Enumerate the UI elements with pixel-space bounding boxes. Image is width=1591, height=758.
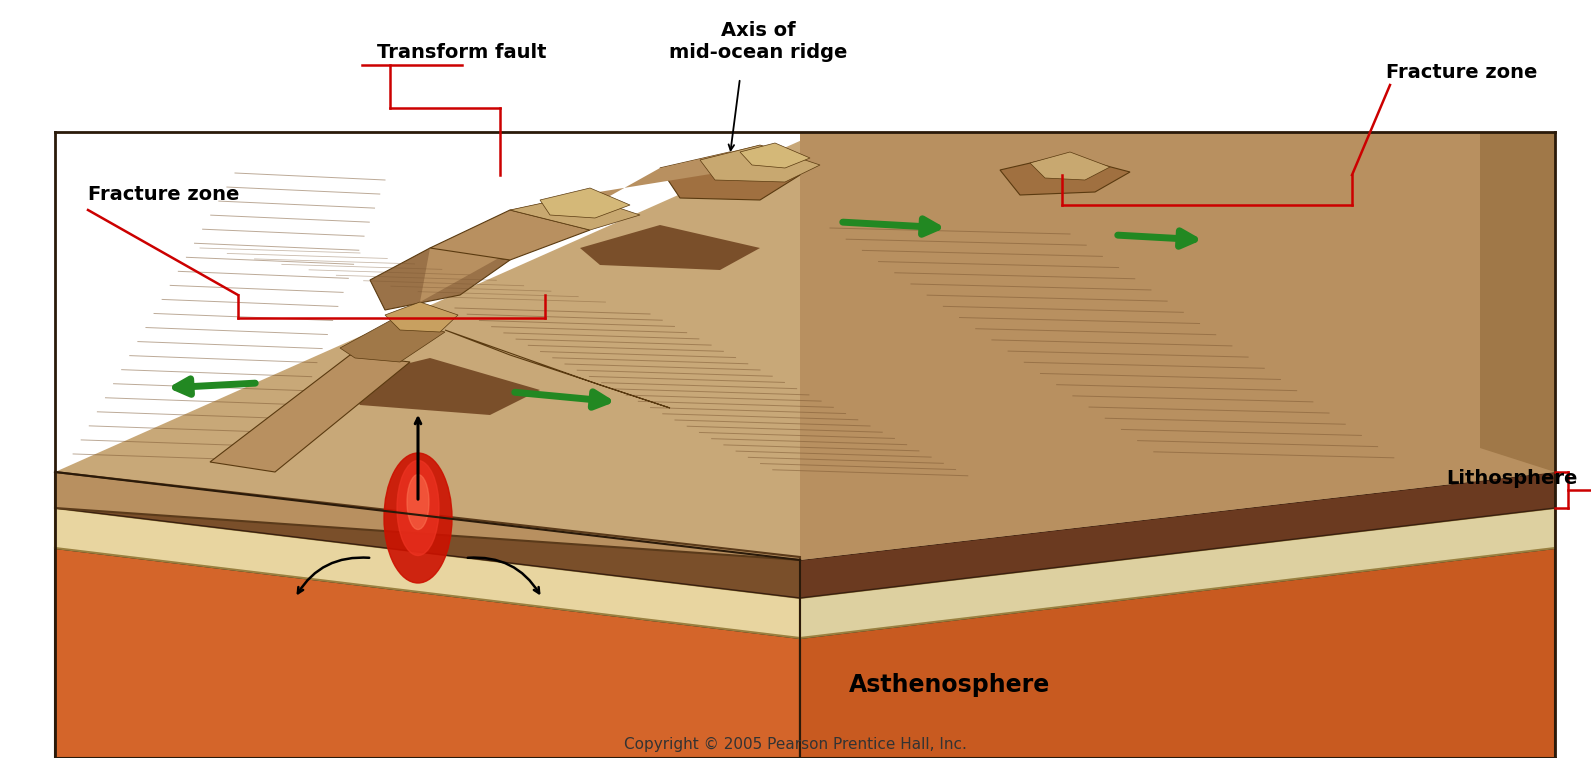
Ellipse shape — [407, 475, 430, 530]
Polygon shape — [800, 132, 1554, 560]
Polygon shape — [420, 145, 810, 302]
Polygon shape — [56, 472, 800, 560]
Text: Lithosphere: Lithosphere — [1446, 468, 1578, 487]
Text: Copyright © 2005 Pearson Prentice Hall, Inc.: Copyright © 2005 Pearson Prentice Hall, … — [624, 737, 966, 751]
Polygon shape — [1001, 155, 1130, 195]
Text: Axis of
mid-ocean ridge: Axis of mid-ocean ridge — [668, 21, 846, 62]
Ellipse shape — [383, 453, 452, 583]
Polygon shape — [210, 355, 410, 472]
Text: Fracture zone: Fracture zone — [88, 186, 239, 205]
Polygon shape — [56, 548, 800, 758]
Text: Transform fault: Transform fault — [377, 42, 547, 61]
Polygon shape — [700, 145, 819, 182]
Text: Fracture zone: Fracture zone — [1386, 62, 1537, 82]
Polygon shape — [1029, 152, 1111, 180]
Polygon shape — [56, 508, 800, 638]
Polygon shape — [385, 302, 458, 332]
Polygon shape — [581, 225, 760, 270]
Polygon shape — [340, 358, 539, 415]
Polygon shape — [740, 143, 810, 168]
Polygon shape — [511, 195, 640, 230]
Polygon shape — [1480, 132, 1554, 472]
Polygon shape — [660, 152, 800, 200]
Polygon shape — [539, 188, 630, 218]
Polygon shape — [340, 318, 445, 362]
Text: Asthenosphere: Asthenosphere — [850, 673, 1050, 697]
Polygon shape — [445, 330, 670, 408]
Ellipse shape — [398, 461, 439, 556]
Polygon shape — [430, 210, 590, 260]
Polygon shape — [800, 508, 1554, 638]
Polygon shape — [800, 472, 1554, 598]
Polygon shape — [800, 548, 1554, 758]
Polygon shape — [56, 132, 1554, 560]
Polygon shape — [371, 248, 511, 310]
Polygon shape — [56, 472, 800, 598]
